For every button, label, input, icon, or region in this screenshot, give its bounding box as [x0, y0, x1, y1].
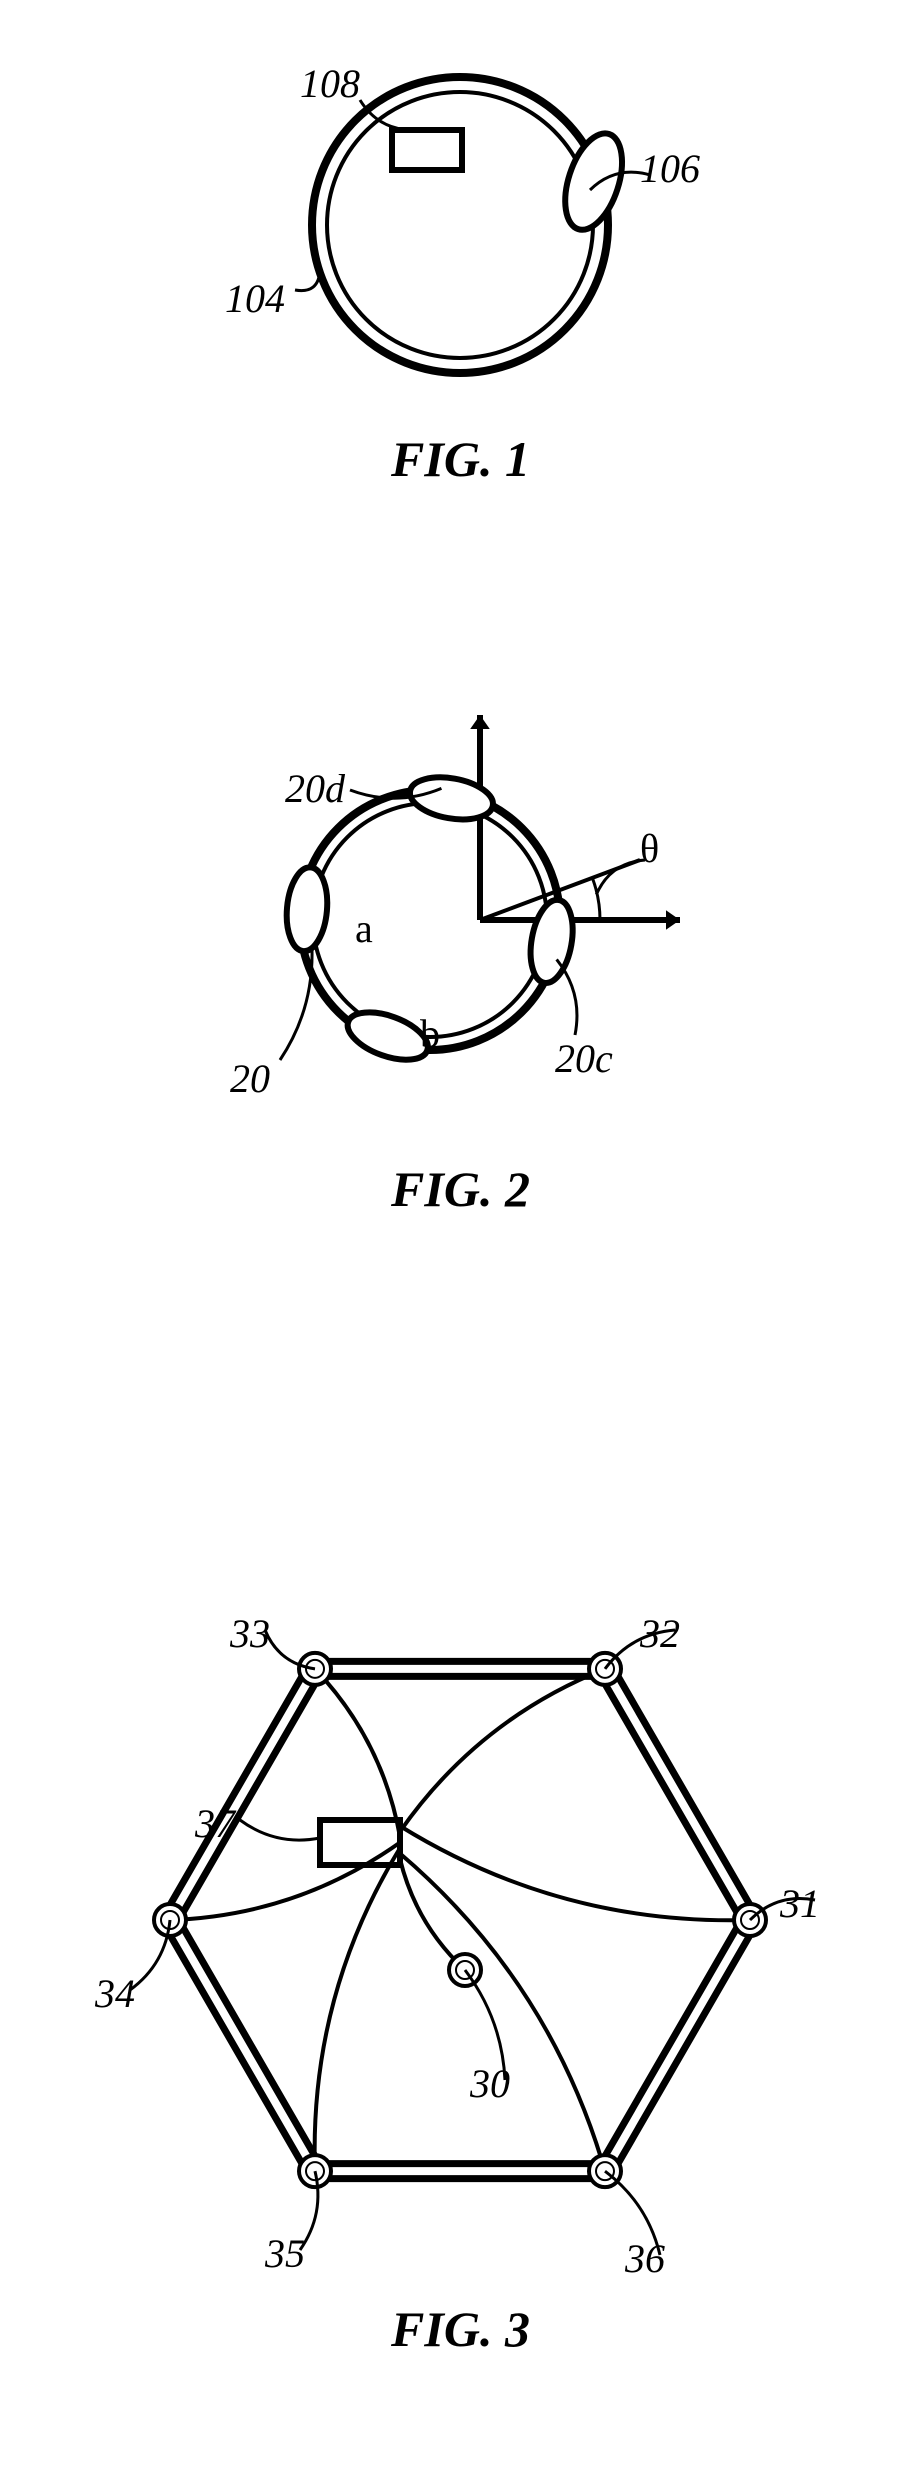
- fig2-label-a: a: [355, 905, 373, 952]
- fig3-ref-32: 32: [640, 1610, 680, 1657]
- fig1-ref-106: 106: [640, 145, 700, 192]
- fig1-caption: FIG. 1: [0, 430, 921, 488]
- fig2-theta: θ: [640, 825, 659, 872]
- fig1-ref-108: 108: [300, 60, 360, 107]
- fig2-label-b: b: [420, 1010, 440, 1057]
- fig3-ref-35: 35: [265, 2230, 305, 2277]
- fig2-ref-20: 20: [230, 1055, 270, 1102]
- fig3-svg: [0, 1500, 921, 2400]
- fig2-ref-20c: 20c: [555, 1035, 613, 1082]
- fig3-caption: FIG. 3: [0, 2300, 921, 2358]
- fig3-ref-31: 31: [780, 1880, 820, 1927]
- fig3-ref-34: 34: [95, 1970, 135, 2017]
- fig3-ref-36: 36: [625, 2235, 665, 2282]
- fig2-caption: FIG. 2: [0, 1160, 921, 1218]
- fig1-ref-104: 104: [225, 275, 285, 322]
- fig3-ref-30: 30: [470, 2060, 510, 2107]
- fig2-ref-20d: 20d: [285, 765, 345, 812]
- fig3-ref-37: 37: [195, 1800, 235, 1847]
- fig3-ref-33: 33: [230, 1610, 270, 1657]
